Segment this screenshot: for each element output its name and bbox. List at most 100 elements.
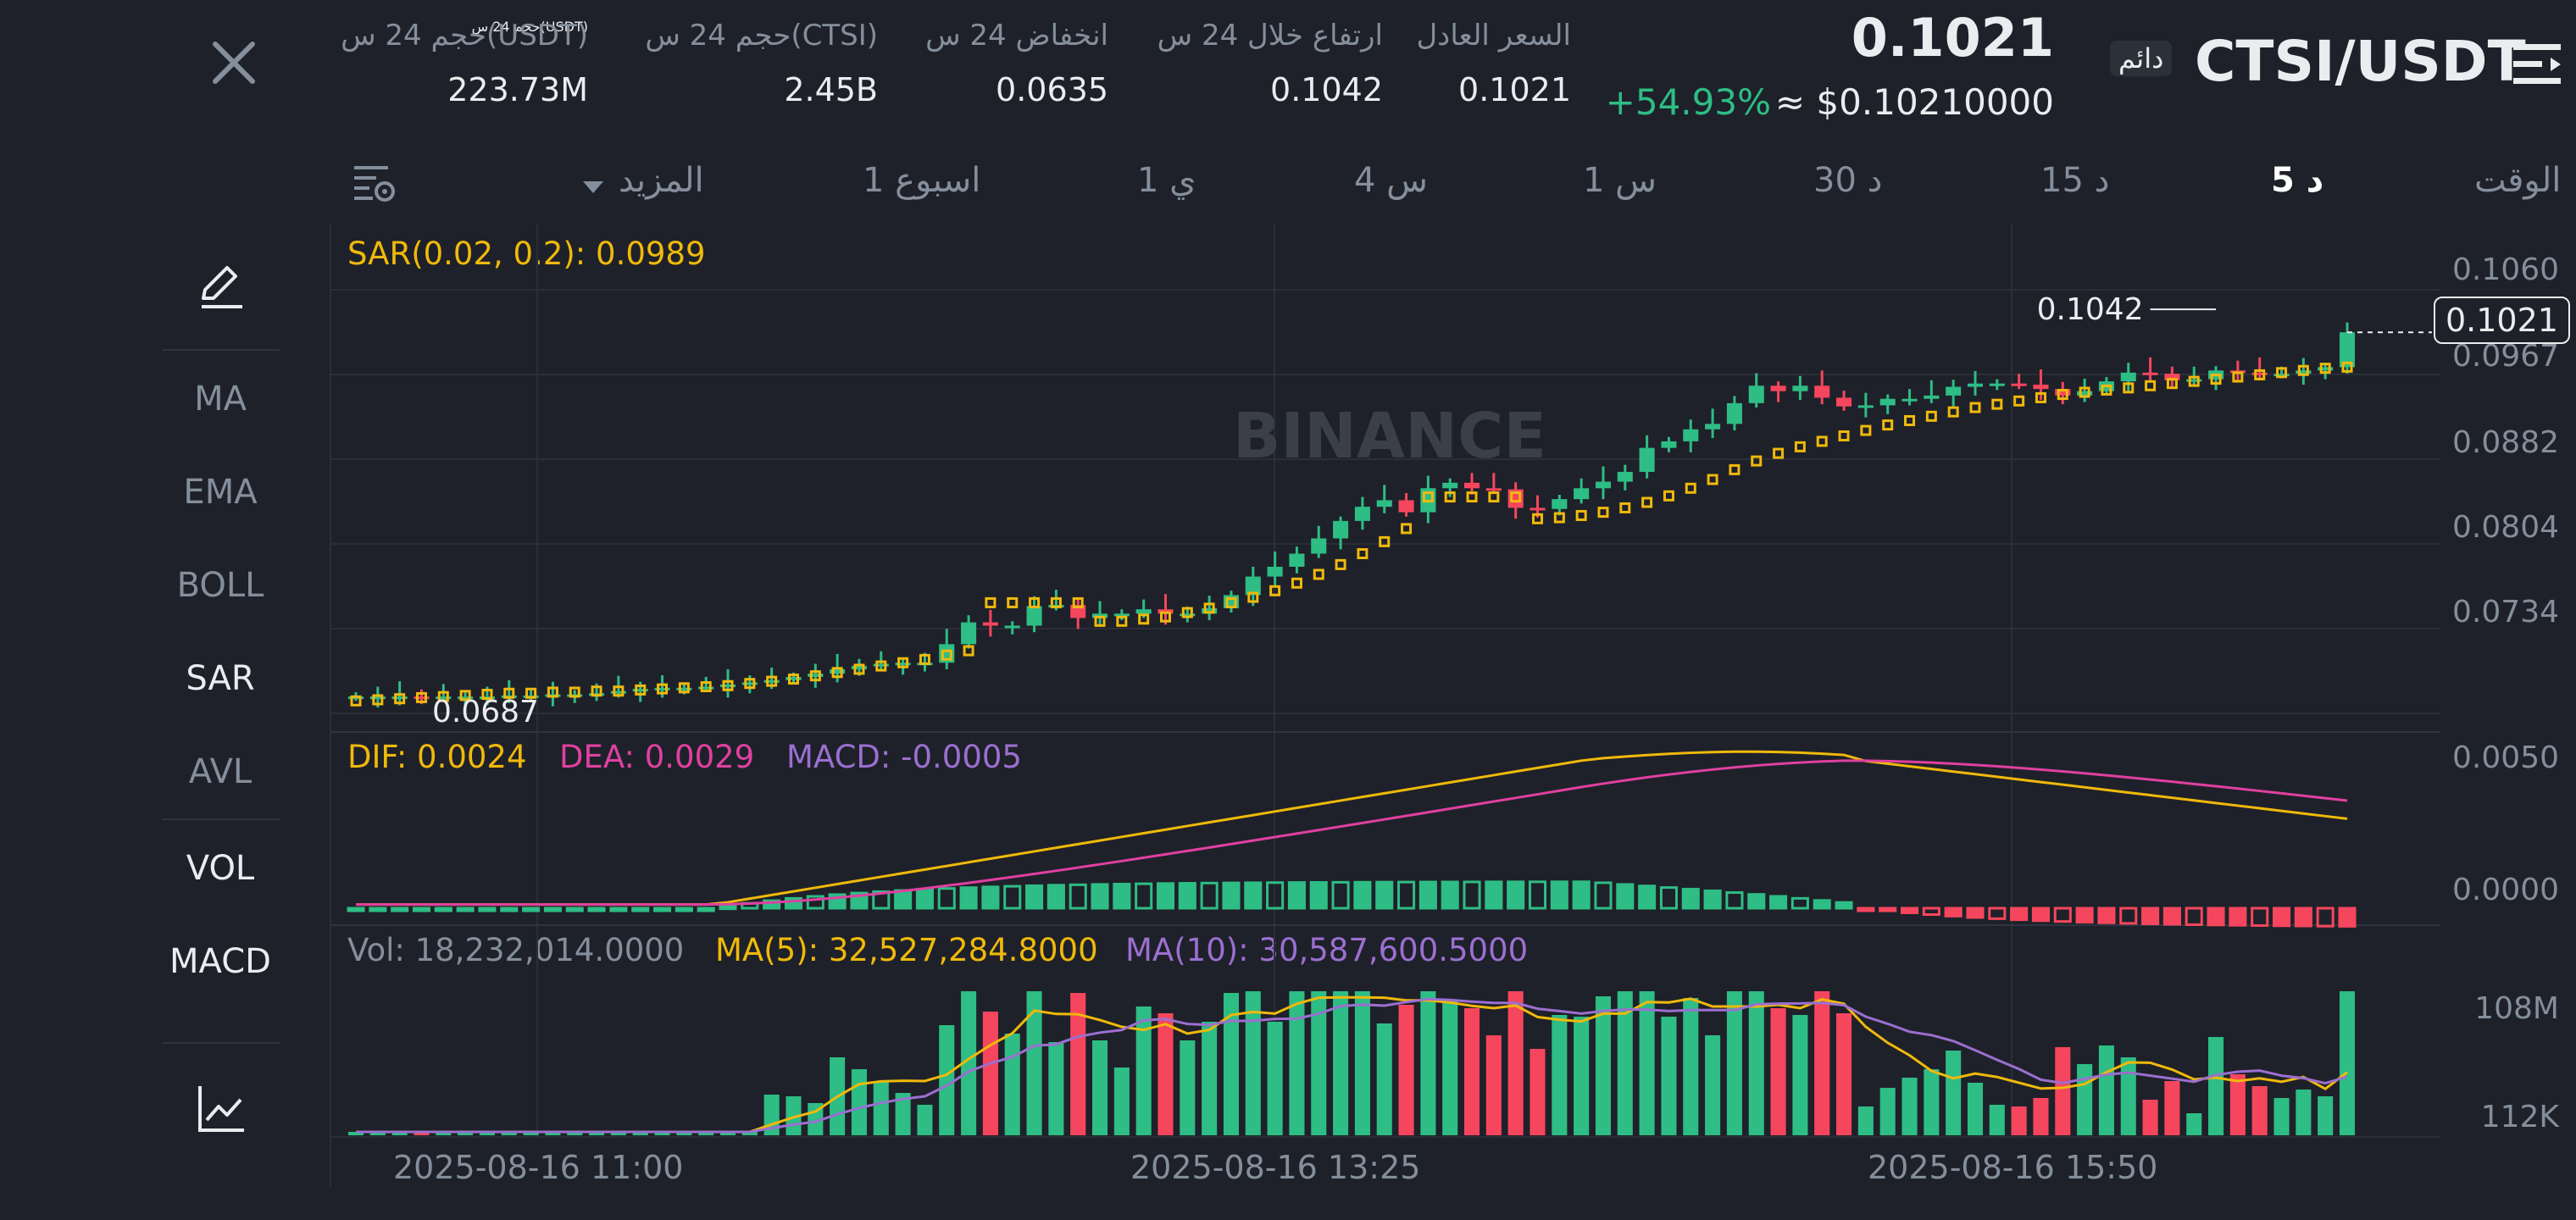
sar-dot [1663,490,1674,502]
volume-bar [2055,1047,2071,1135]
tab-1d[interactable]: 1 ي [1137,161,1196,200]
tab-4h[interactable]: 4 س [1354,161,1428,200]
indicator-ma[interactable]: MA [194,380,247,419]
x-tick: 2025-08-16 15:50 [1868,1149,2158,1186]
volume-bar [1924,1069,1940,1135]
sar-dot [1050,596,1062,608]
sar-dot [1816,435,1828,447]
sar-dot [1729,463,1740,475]
volume-bar [1267,1022,1283,1135]
volume-bar [1989,1105,2005,1135]
volume-bar [2011,1106,2027,1135]
candle-body [2011,383,2027,386]
sar-dot [415,691,427,703]
draw-pencil-icon[interactable] [195,259,249,313]
tab-5m[interactable]: 5 د [2271,161,2324,200]
macd-bar [2053,907,2072,923]
macd-bar [894,889,913,910]
macd-bar [478,907,497,912]
candle-body [1289,553,1305,567]
candle-body [1113,613,1130,617]
indicator-boll[interactable]: BOLL [176,566,264,605]
volume-bar [458,1132,474,1135]
macd-bar [2141,907,2160,925]
sar-dot [1947,406,1959,418]
candle-body [2077,391,2093,396]
candle-body [2164,374,2180,380]
close-icon[interactable] [203,32,264,93]
indicator-macd[interactable]: MACD [169,942,271,981]
volume-bar [1639,991,1655,1135]
candle-body [1267,566,1283,577]
macd-bar [1944,907,1963,918]
sar-dot [1904,414,1916,426]
sar-dot [1203,602,1215,614]
candle-body [1748,385,1764,403]
sar-dot [2057,389,2068,401]
sar-dot [1597,507,1609,518]
macd-bar [1790,896,1809,910]
indicator-vol[interactable]: VOL [186,849,255,888]
x-tick: 2025-08-16 11:00 [393,1149,684,1186]
tab-more[interactable]: المزيد [619,161,704,200]
candle-body [2296,370,2312,374]
macd-bar [1091,883,1109,910]
candle-body [786,676,802,680]
volume-bar [873,1081,889,1135]
candle-body [676,687,692,690]
pair-title[interactable]: CTSI/USDT [2195,29,2526,94]
sar-dot [591,685,602,697]
stat-value-fair-price: 0.1021 [1458,71,1571,108]
tab-1h[interactable]: 1 س [1583,161,1657,200]
sar-dot [657,683,669,695]
macd-bar [675,907,693,912]
volume-bar [1289,991,1305,1135]
tab-30m[interactable]: 30 د [1813,161,1883,200]
volume-bar [851,1069,867,1135]
menu-icon[interactable] [2513,39,2564,90]
volume-bar [676,1132,692,1135]
candle-body [2339,332,2356,368]
volume-bar [2251,1086,2268,1135]
price-change: +54.93% [1605,81,1771,123]
volume-bar [1552,1015,1568,1135]
chart-settings-icon[interactable] [351,159,398,207]
sar-dot [1379,535,1391,547]
volume-bar [1442,1001,1458,1135]
candle-body [982,622,998,626]
macd-dea-legend: DEA: 0.0029 [559,739,755,775]
sar-dot [1466,491,1478,503]
indicator-sar[interactable]: SAR [186,659,255,698]
volume-bar [1661,1017,1677,1135]
indicator-ema[interactable]: EMA [183,473,258,512]
macd-bar [1046,884,1065,910]
sar-dot [1882,419,1894,431]
tab-1w[interactable]: 1 اسبوع [863,161,981,200]
vol-y-tick: 112K [2480,1100,2559,1134]
sar-dot [1969,402,1981,413]
stat-value-low: 0.0635 [996,71,1108,108]
sar-dot [2013,395,2025,407]
volume-bar [2318,1096,2334,1135]
sar-dot [2188,375,2200,387]
sar-dot [1685,482,1696,494]
sar-dot [1773,447,1785,459]
volume-bar [1748,991,1764,1135]
tab-15m[interactable]: 15 د [2040,161,2110,200]
y-tick: 0.0804 [2452,510,2559,545]
indicator-chart-icon[interactable] [195,1081,249,1135]
macd-bar [1135,882,1153,910]
stat-value-ctsi-volume: 2.45B [784,71,878,108]
sar-dot [831,667,843,679]
sar-dot [613,685,625,697]
macd-bar [391,907,409,912]
indicator-avl[interactable]: AVL [188,752,253,791]
perpetual-badge: دائم [2110,41,2173,76]
volume-bar [2142,1100,2158,1135]
macd-bar [1550,880,1568,910]
volume-bar [589,1132,605,1135]
sar-dot [2145,380,2157,391]
volume-bar [501,1132,517,1135]
candle-body [1135,609,1152,614]
